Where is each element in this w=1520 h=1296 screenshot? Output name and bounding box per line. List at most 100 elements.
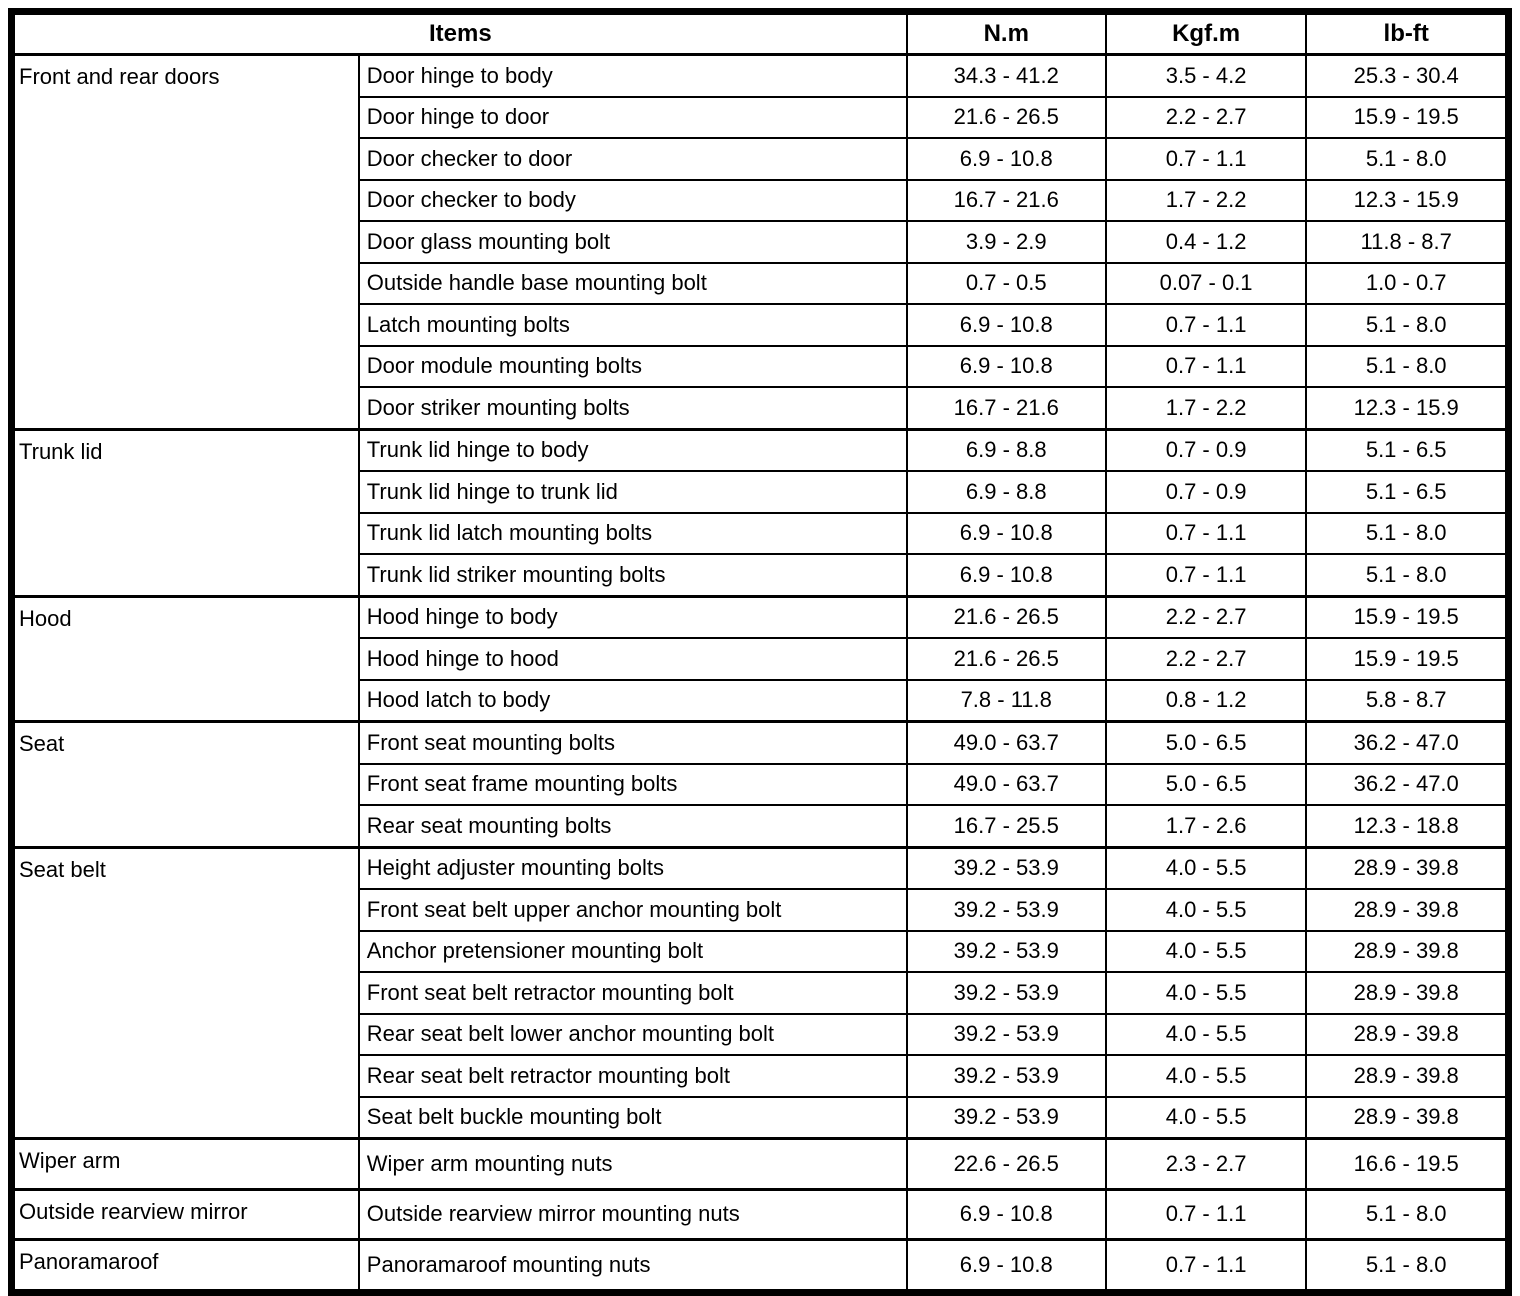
lbft-value-cell: 28.9 - 39.8	[1305, 1054, 1510, 1098]
kgfm-value-cell: 0.7 - 1.1	[1104, 1238, 1308, 1293]
table-row: Door glass mounting bolt 3.9 - 2.9 0.4 - 1…	[12, 220, 1510, 264]
nm-value-cell: 0.7 - 0.5	[905, 261, 1107, 305]
category-cell: Panoramaroof	[10, 1238, 360, 1293]
item-cell: Door hinge to door	[357, 95, 908, 139]
lbft-value-cell: 5.1 - 8.0	[1305, 553, 1510, 597]
lbft-value-cell: 36.2 - 47.0	[1305, 720, 1510, 765]
table-row: Latch mounting bolts 6.9 - 10.8 0.7 - 1.1 5…	[12, 303, 1510, 347]
lbft-value-cell: 28.9 - 39.8	[1305, 845, 1510, 890]
lbft-value-cell: 5.1 - 8.0	[1305, 1187, 1510, 1241]
table-row: Hood Hood hinge to body 21.6 - 26.5 2.2 - 2…	[10, 594, 1510, 723]
lbft-value-cell: 36.2 - 47.0	[1305, 762, 1510, 806]
table-row: Outside handle base mounting bolt 0.7 - 0…	[12, 261, 1510, 305]
nm-value-cell: 16.7 - 21.6	[905, 178, 1107, 222]
table-row: Door checker to door 6.9 - 10.8 0.7 - 1.1 5…	[12, 137, 1510, 181]
table-row: Door striker mounting bolts 16.7 - 21.6 1.…	[12, 386, 1510, 430]
table-row: Door checker to body 16.7 - 21.6 1.7 - 2.2…	[12, 178, 1510, 222]
kgfm-value-cell: 1.7 - 2.2	[1104, 178, 1308, 222]
item-cell: Rear seat belt retractor mounting bolt	[357, 1054, 908, 1098]
nm-value-cell: 6.9 - 8.8	[905, 470, 1107, 514]
nm-value-cell: 16.7 - 21.6	[905, 386, 1107, 430]
kgfm-value-cell: 2.2 - 2.7	[1104, 95, 1308, 139]
table-row: Hood hinge to hood 21.6 - 26.5 2.2 - 2.7 15…	[12, 637, 1510, 681]
table-row: Door module mounting bolts 6.9 - 10.8 0.7 …	[12, 344, 1510, 388]
nm-value-cell: 39.2 - 53.9	[905, 971, 1107, 1015]
kgfm-value-cell: 5.0 - 6.5	[1104, 720, 1308, 765]
nm-value-cell: 7.8 - 11.8	[905, 678, 1107, 723]
kgfm-value-cell: 2.2 - 2.7	[1104, 637, 1308, 681]
item-cell: Wiper arm mounting nuts	[357, 1137, 908, 1190]
lbft-value-cell: 5.1 - 8.0	[1305, 303, 1510, 347]
table-row: Anchor pretensioner mounting bolt 39.2 - …	[12, 929, 1510, 973]
item-cell: Height adjuster mounting bolts	[357, 845, 908, 890]
lbft-value-cell: 5.1 - 8.0	[1305, 1238, 1510, 1293]
nm-value-cell: 6.9 - 10.8	[905, 511, 1107, 555]
nm-value-cell: 6.9 - 10.8	[905, 1238, 1107, 1293]
category-cell: Seat	[10, 720, 360, 848]
item-cell: Door striker mounting bolts	[357, 386, 908, 430]
category-cell: Outside rearview mirror	[10, 1187, 360, 1241]
item-cell: Outside rearview mirror mounting nuts	[357, 1187, 908, 1241]
table-row: Panoramaroof Panoramaroof mounting nuts 6.…	[10, 1238, 1510, 1293]
nm-value-cell: 16.7 - 25.5	[905, 804, 1107, 848]
lbft-value-cell: 12.3 - 15.9	[1305, 178, 1510, 222]
kgfm-value-cell: 4.0 - 5.5	[1104, 929, 1308, 973]
item-cell: Seat belt buckle mounting bolt	[357, 1095, 908, 1140]
table-row: Trunk lid striker mounting bolts 6.9 - 10…	[12, 553, 1510, 597]
lbft-value-cell: 5.8 - 8.7	[1305, 678, 1510, 723]
lbft-value-cell: 5.1 - 8.0	[1305, 511, 1510, 555]
item-cell: Outside handle base mounting bolt	[357, 261, 908, 305]
kgfm-value-cell: 4.0 - 5.5	[1104, 888, 1308, 932]
nm-value-cell: 6.9 - 10.8	[905, 137, 1107, 181]
kgfm-value-cell: 0.7 - 1.1	[1104, 303, 1308, 347]
kgfm-value-cell: 0.7 - 0.9	[1104, 470, 1308, 514]
item-cell: Front seat frame mounting bolts	[357, 762, 908, 806]
lbft-value-cell: 12.3 - 18.8	[1305, 804, 1510, 848]
kgfm-value-cell: 0.7 - 1.1	[1104, 511, 1308, 555]
item-cell: Rear seat belt lower anchor mounting bol…	[357, 1012, 908, 1056]
item-cell: Door checker to door	[357, 137, 908, 181]
lbft-value-cell: 1.0 - 0.7	[1305, 261, 1510, 305]
nm-column-header: N.m	[905, 10, 1107, 56]
kgfm-value-cell: 1.7 - 2.2	[1104, 386, 1308, 430]
item-cell: Hood hinge to body	[357, 594, 908, 639]
lbft-column-header: lb-ft	[1305, 10, 1510, 56]
header-row: Items N.m Kgf.m lb-ft	[10, 10, 1510, 56]
table-row: Front seat belt upper anchor mounting bo…	[12, 888, 1510, 932]
table-row: Rear seat mounting bolts 16.7 - 25.5 1.7 -…	[12, 804, 1510, 848]
kgfm-value-cell: 0.7 - 1.1	[1104, 553, 1308, 597]
kgfm-value-cell: 4.0 - 5.5	[1104, 1095, 1308, 1140]
kgfm-value-cell: 2.2 - 2.7	[1104, 594, 1308, 639]
lbft-value-cell: 11.8 - 8.7	[1305, 220, 1510, 264]
kgfm-value-cell: 4.0 - 5.5	[1104, 1054, 1308, 1098]
torque-spec-table: Items N.m Kgf.m lb-ft Front and rear doo…	[8, 8, 1512, 1296]
table-row: Trunk lid hinge to trunk lid 6.9 - 8.8 0.7…	[12, 470, 1510, 514]
item-cell: Door hinge to body	[357, 53, 908, 98]
table-row: Rear seat belt retractor mounting bolt 39…	[12, 1054, 1510, 1098]
lbft-value-cell: 12.3 - 15.9	[1305, 386, 1510, 430]
items-column-header: Items	[10, 10, 908, 56]
kgfm-value-cell: 0.4 - 1.2	[1104, 220, 1308, 264]
table-row: Seat belt buckle mounting bolt 39.2 - 53.…	[12, 1095, 1510, 1140]
table-row: Wiper arm Wiper arm mounting nuts 22.6 - 2…	[10, 1137, 1510, 1190]
nm-value-cell: 39.2 - 53.9	[905, 888, 1107, 932]
item-cell: Trunk lid striker mounting bolts	[357, 553, 908, 597]
lbft-value-cell: 28.9 - 39.8	[1305, 929, 1510, 973]
item-cell: Trunk lid hinge to trunk lid	[357, 470, 908, 514]
nm-value-cell: 22.6 - 26.5	[905, 1137, 1107, 1190]
nm-value-cell: 39.2 - 53.9	[905, 845, 1107, 890]
kgfm-value-cell: 0.7 - 1.1	[1104, 344, 1308, 388]
item-cell: Door checker to body	[357, 178, 908, 222]
nm-value-cell: 21.6 - 26.5	[905, 95, 1107, 139]
table-row: Front seat frame mounting bolts 49.0 - 63…	[12, 762, 1510, 806]
nm-value-cell: 39.2 - 53.9	[905, 929, 1107, 973]
item-cell: Hood latch to body	[357, 678, 908, 723]
table-header: Items N.m Kgf.m lb-ft	[10, 10, 1510, 56]
lbft-value-cell: 28.9 - 39.8	[1305, 1012, 1510, 1056]
lbft-value-cell: 5.1 - 8.0	[1305, 344, 1510, 388]
table-row: Door hinge to door 21.6 - 26.5 2.2 - 2.7 15…	[12, 95, 1510, 139]
lbft-value-cell: 15.9 - 19.5	[1305, 637, 1510, 681]
item-cell: Anchor pretensioner mounting bolt	[357, 929, 908, 973]
category-cell: Wiper arm	[10, 1137, 360, 1190]
